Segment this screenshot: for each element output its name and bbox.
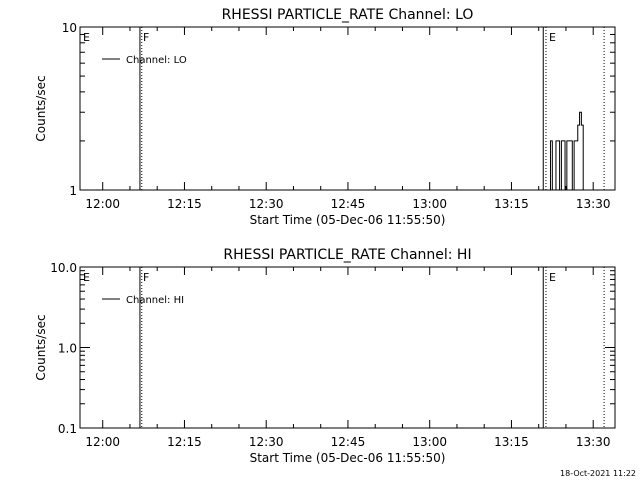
chart1-xtick-label: 13:15 bbox=[494, 197, 529, 211]
chart2-xtick-label: 13:15 bbox=[494, 435, 529, 449]
chart1-xtick-label: 13:00 bbox=[412, 197, 447, 211]
chart2-xlabel: Start Time (05-Dec-06 11:55:50) bbox=[250, 451, 446, 465]
chart2-xtick-label: 13:00 bbox=[412, 435, 447, 449]
chart1-xtick-label: 12:30 bbox=[249, 197, 284, 211]
chart1-ytick-label: 10 bbox=[62, 21, 77, 35]
chart2-marker-label: E bbox=[549, 271, 556, 284]
chart2-ytick-label: 0.1 bbox=[58, 422, 77, 436]
chart2-marker-label: F bbox=[143, 271, 149, 284]
chart2-xtick-label: 12:15 bbox=[167, 435, 202, 449]
chart1-xtick-label: 12:00 bbox=[85, 197, 120, 211]
chart1-marker-label: F bbox=[143, 31, 149, 44]
chart2-ylabel: Counts/sec bbox=[34, 314, 48, 380]
chart2-plot-frame bbox=[79, 266, 616, 429]
chart1-xtick-label: 12:15 bbox=[167, 197, 202, 211]
chart1-marker-label: E bbox=[549, 31, 556, 44]
chart1-ylabel: Counts/sec bbox=[34, 75, 48, 141]
chart2-marker-label: E bbox=[83, 271, 90, 284]
chart1-legend-label: Channel: LO bbox=[126, 55, 187, 66]
chart1-title: RHESSI PARTICLE_RATE Channel: LO bbox=[222, 7, 474, 23]
chart2-xtick-label: 13:30 bbox=[576, 435, 611, 449]
chart1-marker-label: E bbox=[83, 31, 90, 44]
chart1-xlabel: Start Time (05-Dec-06 11:55:50) bbox=[250, 213, 446, 227]
chart1-xtick-label: 12:45 bbox=[331, 197, 366, 211]
footer-timestamp: 18-Oct-2021 11:22 bbox=[560, 469, 636, 478]
chart2-ytick-label: 1.0 bbox=[58, 342, 77, 356]
chart2-legend-label: Channel: HI bbox=[126, 295, 184, 306]
chart1-xtick-label: 13:30 bbox=[576, 197, 611, 211]
chart1-ytick-label: 1 bbox=[69, 184, 77, 198]
chart1-series-line bbox=[546, 111, 584, 191]
chart2-xtick-label: 12:30 bbox=[249, 435, 284, 449]
chart2-ytick-label: 10.0 bbox=[50, 261, 77, 275]
chart2-title: RHESSI PARTICLE_RATE Channel: HI bbox=[223, 247, 471, 263]
chart2-xtick-label: 12:45 bbox=[331, 435, 366, 449]
chart1-plot-frame bbox=[79, 26, 616, 191]
chart2-xtick-label: 12:00 bbox=[85, 435, 120, 449]
